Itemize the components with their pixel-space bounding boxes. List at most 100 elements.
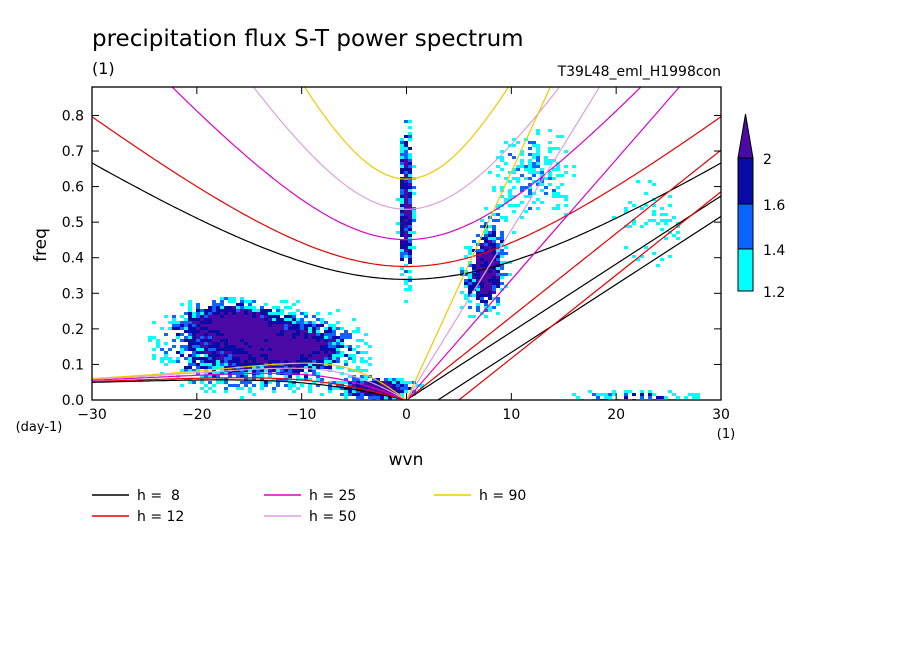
contour-cell: [540, 171, 544, 174]
contour-cell: [172, 321, 176, 324]
contour-cell: [224, 297, 228, 300]
contour-cell: [408, 258, 412, 261]
contour-cell: [412, 246, 416, 249]
contour-cell: [336, 384, 340, 387]
contour-cell: [320, 378, 324, 381]
contour-cell: [464, 279, 468, 282]
contour-cell: [496, 282, 500, 285]
contour-cell: [244, 309, 248, 312]
contour-cell: [256, 309, 260, 312]
contour-cell: [276, 315, 280, 318]
contour-cell: [300, 321, 304, 324]
contour-cell: [216, 306, 220, 309]
contour-cell: [312, 324, 316, 327]
contour-cell: [204, 324, 208, 327]
contour-cell: [512, 177, 516, 180]
contour-cell: [208, 345, 212, 348]
contour-cell: [248, 324, 252, 327]
contour-cell: [220, 315, 224, 318]
contour-cell: [216, 333, 220, 336]
contour-cell: [544, 186, 548, 189]
contour-cell: [200, 366, 204, 369]
contour-cell: [480, 297, 484, 300]
contour-cell: [256, 324, 260, 327]
contour-cell: [484, 315, 488, 318]
contour-cell: [400, 138, 404, 141]
contour-cell: [496, 276, 500, 279]
contour-cell: [168, 357, 172, 360]
contour-cell: [404, 150, 408, 153]
contour-cell: [536, 165, 540, 168]
contour-cell: [532, 174, 536, 177]
contour-cell: [356, 369, 360, 372]
contour-cell: [292, 342, 296, 345]
contour-cell: [152, 357, 156, 360]
contour-cell: [208, 309, 212, 312]
contour-cell: [180, 324, 184, 327]
contour-cell: [272, 306, 276, 309]
contour-cell: [292, 333, 296, 336]
contour-cell: [512, 171, 516, 174]
contour-cell: [384, 396, 388, 399]
contour-cell: [308, 330, 312, 333]
contour-cell: [348, 375, 352, 378]
contour-cell: [372, 384, 376, 387]
contour-cell: [248, 357, 252, 360]
y-tick-label: 0.8: [62, 108, 84, 124]
contour-cell: [408, 189, 412, 192]
contour-cell: [396, 378, 400, 381]
contour-cell: [404, 168, 408, 171]
contour-cell: [324, 348, 328, 351]
contour-cell: [288, 363, 292, 366]
contour-cell: [216, 366, 220, 369]
kelvin-line-h90: [405, 87, 551, 400]
contour-cell: [232, 357, 236, 360]
contour-cell: [380, 387, 384, 390]
contour-cell: [612, 390, 616, 393]
contour-cell: [208, 312, 212, 315]
contour-cell: [304, 351, 308, 354]
contour-cell: [632, 204, 636, 207]
contour-cell: [340, 333, 344, 336]
contour-cell: [196, 309, 200, 312]
contour-cell: [232, 312, 236, 315]
contour-cell: [400, 192, 404, 195]
contour-cell: [288, 384, 292, 387]
contour-cell: [236, 336, 240, 339]
contour-cell: [408, 210, 412, 213]
colorbar-label: 1.6: [763, 198, 785, 214]
contour-cell: [212, 345, 216, 348]
contour-cell: [408, 261, 412, 264]
contour-cell: [408, 243, 412, 246]
contour-cell: [156, 339, 160, 342]
contour-cell: [236, 384, 240, 387]
contour-cell: [512, 210, 516, 213]
contour-cell: [220, 342, 224, 345]
contour-cell: [292, 348, 296, 351]
contour-cell: [496, 237, 500, 240]
contour-cell: [468, 288, 472, 291]
contour-cell: [296, 330, 300, 333]
contour-cell: [240, 297, 244, 300]
contour-cell: [316, 324, 320, 327]
contour-cell: [272, 333, 276, 336]
contour-cell: [612, 216, 616, 219]
contour-cell: [540, 174, 544, 177]
contour-cell: [268, 309, 272, 312]
contour-cell: [184, 336, 188, 339]
contour-cell: [208, 318, 212, 321]
contour-cell: [336, 351, 340, 354]
contour-cell: [316, 312, 320, 315]
contour-cell: [532, 156, 536, 159]
contour-cell: [220, 327, 224, 330]
contour-cell: [192, 360, 196, 363]
contour-cell: [552, 192, 556, 195]
contour-cell: [488, 288, 492, 291]
contour-cell: [212, 390, 216, 393]
contour-cell: [484, 222, 488, 225]
contour-cell: [512, 195, 516, 198]
contour-cell: [376, 381, 380, 384]
contour-cell: [408, 153, 412, 156]
contour-cell: [344, 378, 348, 381]
contour-cell: [260, 366, 264, 369]
